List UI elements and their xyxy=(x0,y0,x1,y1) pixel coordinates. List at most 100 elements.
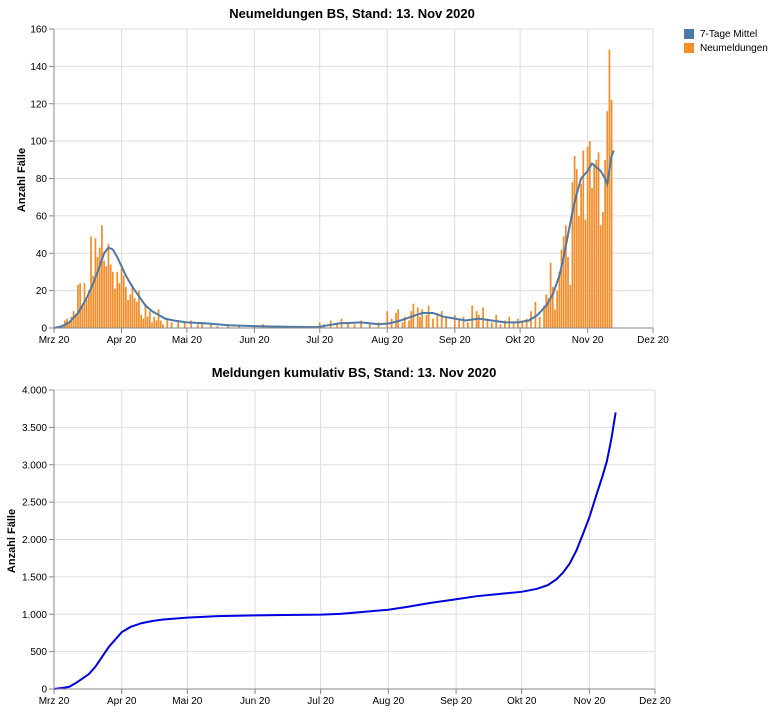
bar-new-cases xyxy=(395,313,397,328)
bar-new-cases xyxy=(116,271,119,328)
chart1-ytick-label: 60 xyxy=(36,211,48,222)
bar-new-cases xyxy=(608,49,611,329)
bar-new-cases xyxy=(140,314,142,328)
legend-label-cases: Neumeldungen xyxy=(700,43,768,54)
chart2-ytick-label: 4.000 xyxy=(22,386,47,397)
bar-new-cases xyxy=(453,314,456,328)
bar-new-cases xyxy=(72,311,75,328)
chart1-ytick-label: 140 xyxy=(30,62,47,73)
bar-new-cases xyxy=(386,311,389,328)
bar-new-cases xyxy=(567,256,569,328)
chart1-xtick-label: Aug 20 xyxy=(371,335,403,346)
bar-new-cases xyxy=(416,307,419,328)
bar-new-cases xyxy=(87,290,90,329)
chart2-ytick-label: 3.500 xyxy=(22,423,47,434)
bar-new-cases xyxy=(157,309,160,328)
bar-new-cases xyxy=(521,320,524,328)
bar-new-cases xyxy=(196,324,199,328)
bar-new-cases xyxy=(606,111,609,328)
bar-new-cases xyxy=(591,187,593,328)
bar-new-cases xyxy=(105,266,108,328)
bar-new-cases xyxy=(512,322,515,328)
bar-new-cases xyxy=(558,271,561,328)
bar-new-cases xyxy=(177,320,180,328)
chart2-xtick-label: Dez 20 xyxy=(639,696,671,707)
bar-new-cases xyxy=(545,294,548,328)
chart1-ytick-label: 120 xyxy=(30,99,47,110)
bar-new-cases xyxy=(445,316,447,328)
bar-new-cases xyxy=(318,322,321,328)
chart2-ytick-label: 1.000 xyxy=(22,610,47,621)
chart2-ytick-label: 500 xyxy=(30,647,47,658)
chart2-xtick-label: Okt 20 xyxy=(507,696,537,707)
bar-new-cases xyxy=(482,307,484,328)
bar-new-cases xyxy=(610,100,613,328)
bar-new-cases xyxy=(525,318,528,328)
bar-new-cases xyxy=(556,290,559,329)
bar-new-cases xyxy=(565,225,567,328)
bar-new-cases xyxy=(127,299,129,328)
bar-new-cases xyxy=(68,322,71,328)
chart2-ytick-label: 3.000 xyxy=(22,460,47,471)
chart2-ytick-label: 1.500 xyxy=(22,572,47,583)
chart1-xtick-label: Mai 20 xyxy=(172,335,202,346)
bar-new-cases xyxy=(144,303,147,328)
bar-new-cases xyxy=(571,182,574,328)
bar-new-cases xyxy=(122,275,125,328)
bar-new-cases xyxy=(146,316,149,328)
chart1-avg-line xyxy=(53,150,615,329)
chart1-xtick-label: Jun 20 xyxy=(239,335,269,346)
bar-new-cases xyxy=(486,318,489,328)
bar-new-cases xyxy=(543,305,545,328)
bar-new-cases xyxy=(554,309,556,328)
bar-new-cases xyxy=(114,288,116,328)
bar-new-cases xyxy=(201,322,203,328)
bar-new-cases xyxy=(347,322,349,328)
bar-new-cases xyxy=(151,322,153,328)
bar-new-cases xyxy=(162,324,164,328)
chart2-ylabel: Anzahl Fälle xyxy=(6,509,18,573)
chart1-ytick-label: 20 xyxy=(36,286,48,297)
bar-new-cases xyxy=(155,320,158,328)
bar-new-cases xyxy=(129,294,132,328)
chart1-ytick-label: 40 xyxy=(36,249,48,260)
bar-new-cases xyxy=(159,320,162,328)
chart1-ytick-label: 160 xyxy=(30,25,47,36)
bar-new-cases xyxy=(534,301,537,328)
chart1-axes: 0 20 40 60 80 100 120 140 160 Mrz 20 Apr 20 Mai 20 J… xyxy=(30,25,669,347)
bar-new-cases xyxy=(170,322,173,328)
bar-new-cases xyxy=(135,301,138,328)
bar-new-cases xyxy=(462,316,465,328)
bar-new-cases xyxy=(183,322,186,328)
bar-new-cases xyxy=(575,169,578,328)
bar-new-cases xyxy=(408,320,410,328)
bar-new-cases xyxy=(85,299,88,328)
bar-new-cases xyxy=(547,298,550,328)
chart1-ylabel: Anzahl Fälle xyxy=(16,148,28,212)
bar-new-cases xyxy=(432,318,434,328)
bar-new-cases xyxy=(602,212,604,328)
chart1-legend: 7-Tage Mittel Neumeldungen xyxy=(684,29,768,54)
bar-new-cases xyxy=(569,285,572,328)
bar-new-cases xyxy=(499,324,502,328)
bar-new-cases xyxy=(466,322,469,328)
chart2-xtick-label: Mrz 20 xyxy=(39,696,70,707)
chart2-xtick-label: Nov 20 xyxy=(574,696,606,707)
bar-new-cases xyxy=(77,285,79,328)
chart1-bars xyxy=(57,49,613,329)
bar-new-cases xyxy=(582,150,585,328)
bar-new-cases xyxy=(101,225,103,328)
bar-new-cases xyxy=(573,156,576,328)
chart1-xtick-label: Sep 20 xyxy=(439,335,471,346)
bar-new-cases xyxy=(98,247,101,328)
bar-new-cases xyxy=(586,146,589,328)
bar-new-cases xyxy=(360,320,362,328)
chart2-ytick-label: 2.000 xyxy=(22,535,47,546)
bar-new-cases xyxy=(597,152,600,328)
bar-new-cases xyxy=(560,249,563,328)
bar-new-cases xyxy=(584,219,587,328)
bar-new-cases xyxy=(588,141,591,329)
bar-new-cases xyxy=(103,260,105,328)
bar-new-cases xyxy=(142,318,145,328)
bar-new-cases xyxy=(403,316,406,328)
